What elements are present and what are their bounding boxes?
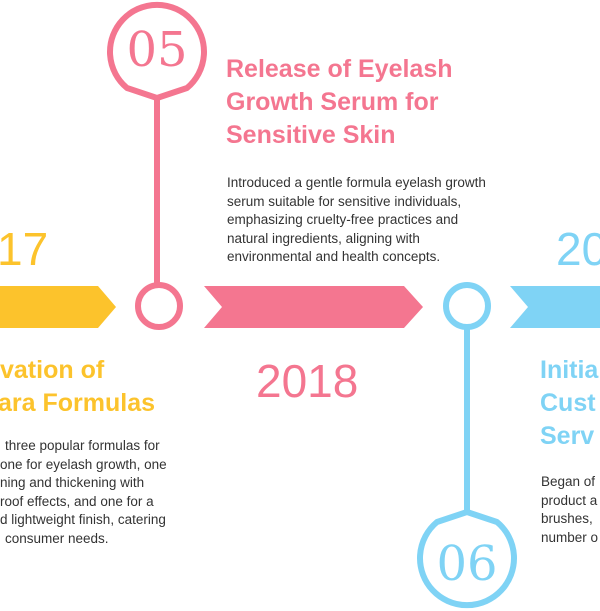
milestone-desc-2019: Began of product a brushes, number o bbox=[541, 473, 598, 547]
milestone-number-06: 06 bbox=[436, 536, 498, 592]
milestone-number-05: 05 bbox=[126, 22, 188, 78]
timeline-arrow-2018 bbox=[204, 286, 423, 328]
title-line: Release of Eyelash bbox=[226, 55, 453, 83]
milestone-desc-2018: Introduced a gentle formula eyelash grow… bbox=[227, 174, 486, 267]
milestone-title-2017: vation of ara Formulas bbox=[0, 354, 155, 420]
year-2017: 17 bbox=[0, 223, 49, 275]
desc-line: emphasizing cruelty-free practices and bbox=[227, 212, 459, 228]
milestone-title-2018: Release of Eyelash Growth Serum for Sens… bbox=[226, 53, 453, 152]
desc-line: product a bbox=[541, 492, 598, 508]
milestone-title-2019: Initia Cust Serv bbox=[540, 354, 598, 453]
title-line: vation of bbox=[0, 356, 105, 384]
title-line: Initia bbox=[540, 356, 599, 384]
milestone-desc-2017: three popular formulas for one for eyela… bbox=[0, 437, 167, 549]
year-2019: 20 bbox=[556, 223, 600, 275]
desc-line: serum suitable for sensitive individuals… bbox=[227, 193, 462, 209]
timeline-arrow-2019 bbox=[510, 286, 600, 328]
title-line: Serv bbox=[540, 422, 595, 450]
title-line: Growth Serum for bbox=[226, 88, 439, 116]
desc-line: environmental and health concepts. bbox=[227, 249, 441, 265]
desc-line: ning and thickening with bbox=[0, 475, 145, 491]
desc-line: brushes, bbox=[541, 511, 593, 527]
desc-line: roof effects, and one for a bbox=[0, 493, 154, 509]
node-05 bbox=[135, 282, 183, 330]
title-line: Sensitive Skin bbox=[226, 121, 396, 149]
desc-line: natural ingredients, aligning with bbox=[227, 230, 420, 246]
title-line: Cust bbox=[540, 389, 596, 417]
node-06 bbox=[443, 282, 491, 330]
desc-line: consumer needs. bbox=[5, 530, 109, 546]
title-line: ara Formulas bbox=[0, 389, 156, 417]
desc-line: three popular formulas for bbox=[5, 438, 160, 453]
desc-line: one for eyelash growth, one bbox=[0, 456, 167, 472]
desc-line: number o bbox=[541, 529, 599, 545]
desc-line: Introduced a gentle formula eyelash grow… bbox=[227, 175, 486, 190]
desc-line: d lightweight finish, catering bbox=[0, 512, 166, 528]
timeline-arrow-2017 bbox=[0, 286, 116, 328]
pin-05-outline bbox=[107, 1, 207, 101]
pin-06-outline bbox=[417, 509, 517, 609]
year-2018: 2018 bbox=[256, 355, 359, 407]
desc-line: Began of bbox=[541, 474, 596, 489]
